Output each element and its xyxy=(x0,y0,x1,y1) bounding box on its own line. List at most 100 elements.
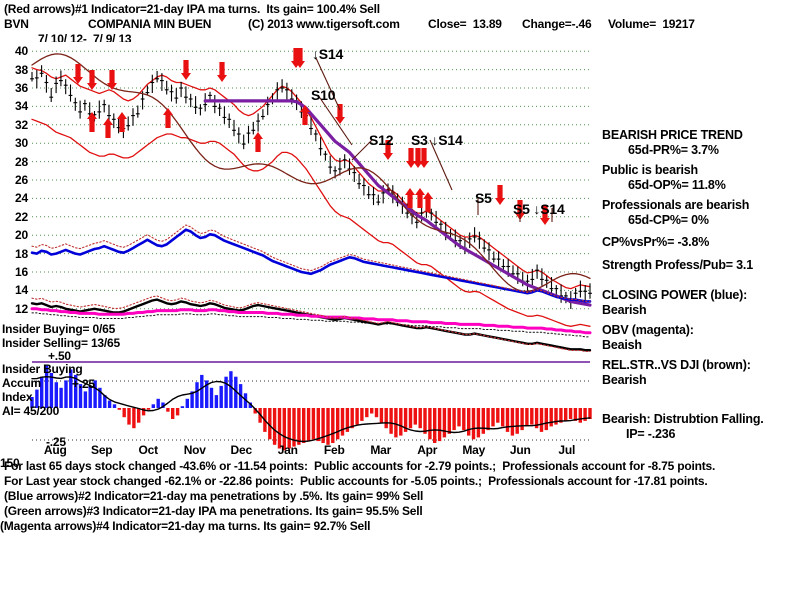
y-axis-tick-label: 30 xyxy=(15,136,28,151)
distribution-line2: IP= -.236 xyxy=(626,427,676,441)
indicator-axis-plus25: +.25 xyxy=(72,377,95,391)
price-change: Change=-.46 xyxy=(522,17,592,31)
sell-arrow-down xyxy=(383,140,393,160)
ipa-moving-average-line xyxy=(203,99,592,307)
y-axis-tick-label: 14 xyxy=(15,283,28,298)
y-axis-tick-label: 28 xyxy=(15,154,28,169)
insider-selling-count: Insider Selling= 13/65 xyxy=(2,336,120,350)
volume-scale-label: 150 xyxy=(0,456,20,470)
price-trend-title: BEARISH PRICE TREND xyxy=(602,128,743,142)
lower-band-line xyxy=(31,118,591,327)
signal-label-a1: ↓S14 xyxy=(312,46,344,62)
accum-title-line3: Index xyxy=(2,390,33,404)
public-sentiment-title: Public is bearish xyxy=(602,163,698,177)
obv-title: OBV (magenta): xyxy=(602,323,694,337)
x-axis-month-label: Nov xyxy=(183,443,206,457)
relative-strength-overlay-line xyxy=(31,53,591,292)
sell-arrow-down xyxy=(295,48,305,68)
ticker-symbol: BVN xyxy=(4,17,29,31)
signal-label-a5: S5 xyxy=(475,190,492,206)
accum-title-line2: Accum xyxy=(2,376,42,390)
professional-sentiment-value: 65d-CP%= 0% xyxy=(628,213,709,227)
footer-line-blue-arrows: (Blue arrows)#2 Indicator=21-day ma pene… xyxy=(4,489,424,503)
closing-power-line xyxy=(30,228,592,303)
x-axis-month-label: Jul xyxy=(558,443,576,457)
obv-trend-dotted xyxy=(31,312,591,338)
closing-power-status: Bearish xyxy=(602,303,647,317)
sell-arrow-down xyxy=(495,185,505,205)
x-axis-month-label: Jan xyxy=(277,443,298,457)
buy-arrow-up xyxy=(415,188,425,208)
footer-line-lastyear: For Last year stock changed -62.1% or -2… xyxy=(4,474,708,488)
public-sentiment-value: 65d-OP%= 11.8% xyxy=(628,178,726,192)
buy-arrow-up xyxy=(405,188,415,208)
annotation-leader-line xyxy=(317,94,353,146)
y-axis-tick-label: 34 xyxy=(15,99,28,114)
price-trend-value: 65d-PR%= 3.7% xyxy=(628,143,719,157)
y-axis-tick-label: 38 xyxy=(15,62,28,77)
sell-arrow-down xyxy=(335,104,345,124)
relstr-status: Bearish xyxy=(602,373,647,387)
signal-label-a6: S5 ↓S14 xyxy=(513,201,565,217)
x-axis-month-label: Apr xyxy=(417,443,438,457)
footer-line-green-arrows: (Green arrows)#3 Indicator=21-day IPA ma… xyxy=(4,504,423,518)
sell-arrow-down xyxy=(406,148,416,168)
y-axis-tick-label: 40 xyxy=(15,44,28,59)
x-axis-month-label: Dec xyxy=(230,443,253,457)
closing-power-title: CLOSING POWER (blue): xyxy=(602,288,748,302)
buy-arrow-up xyxy=(103,118,113,138)
obv-status: Beaish xyxy=(602,338,642,352)
y-axis-tick-label: 22 xyxy=(15,209,28,224)
x-axis-month-label: Aug xyxy=(43,443,67,457)
buy-arrow-up xyxy=(253,132,263,152)
sell-arrow-down xyxy=(217,62,227,82)
x-axis-month-label: Feb xyxy=(323,443,345,457)
y-axis-tick-label: 26 xyxy=(15,173,28,187)
y-axis-tick-label: 24 xyxy=(15,191,28,206)
y-axis-tick-label: 20 xyxy=(15,228,28,243)
cp-vs-pr-value: CP%vsPr%= -3.8% xyxy=(602,235,710,249)
annotation-leader-line xyxy=(429,139,453,191)
x-axis-month-label: Jun xyxy=(509,443,531,457)
y-axis-tick-label: 36 xyxy=(15,81,28,95)
signal-label-a2: S10 xyxy=(311,87,336,103)
indicator-axis-minus25: -.25 xyxy=(46,435,66,449)
sell-arrow-down xyxy=(181,60,191,80)
sell-arrow-down xyxy=(419,148,429,168)
signal-label-a3: S12 xyxy=(369,132,394,148)
buy-arrow-up xyxy=(163,108,173,128)
buy-arrow-up xyxy=(300,105,310,125)
accum-index-value: AI= 45/200 xyxy=(2,404,60,418)
professional-sentiment-title: Professionals are bearish xyxy=(602,198,750,212)
accum-smoothing-line xyxy=(31,376,591,443)
obv-line xyxy=(30,307,592,335)
volume-value: Volume= 19217 xyxy=(608,17,695,31)
y-axis-tick-label: 16 xyxy=(15,265,28,279)
footer-line-65days: For last 65 days stock changed -43.6% or… xyxy=(4,459,716,473)
x-axis-month-label: Oct xyxy=(138,443,159,457)
accum-title-line1: Insider Buying xyxy=(2,362,83,376)
annotation-leader-line xyxy=(315,57,341,111)
sell-arrow-down xyxy=(540,205,550,225)
sell-arrow-down xyxy=(107,70,117,90)
distribution-line1: Bearish: Distrubtion Falling. xyxy=(602,412,764,426)
relstr-title: REL.STR..VS DJI (brown): xyxy=(602,358,751,372)
x-axis-month-label: Sep xyxy=(91,443,113,457)
buy-arrow-up xyxy=(87,112,97,132)
copyright-notice: (C) 2013 www.tigersoft.com xyxy=(248,17,400,31)
y-axis-tick-label: 12 xyxy=(15,301,28,316)
annotation-leader-line xyxy=(351,139,373,161)
y-axis-tick-label: 18 xyxy=(15,246,28,261)
closing-power-trend-dotted xyxy=(31,224,591,302)
company-name: COMPANIA MIN BUEN xyxy=(88,17,212,31)
close-price: Close= 13.89 xyxy=(428,17,502,31)
rel-strength-trend-dotted xyxy=(31,295,591,353)
sell-arrow-down xyxy=(87,70,97,90)
indicator-axis-plus50: +.50 xyxy=(48,349,71,363)
indicator-headline: (Red arrows)#1 Indicator=21-day IPA ma t… xyxy=(4,2,380,16)
insider-buying-count: Insider Buying= 0/65 xyxy=(2,322,116,336)
buy-arrow-up xyxy=(117,112,127,132)
x-axis-month-label: Mar xyxy=(370,443,392,457)
